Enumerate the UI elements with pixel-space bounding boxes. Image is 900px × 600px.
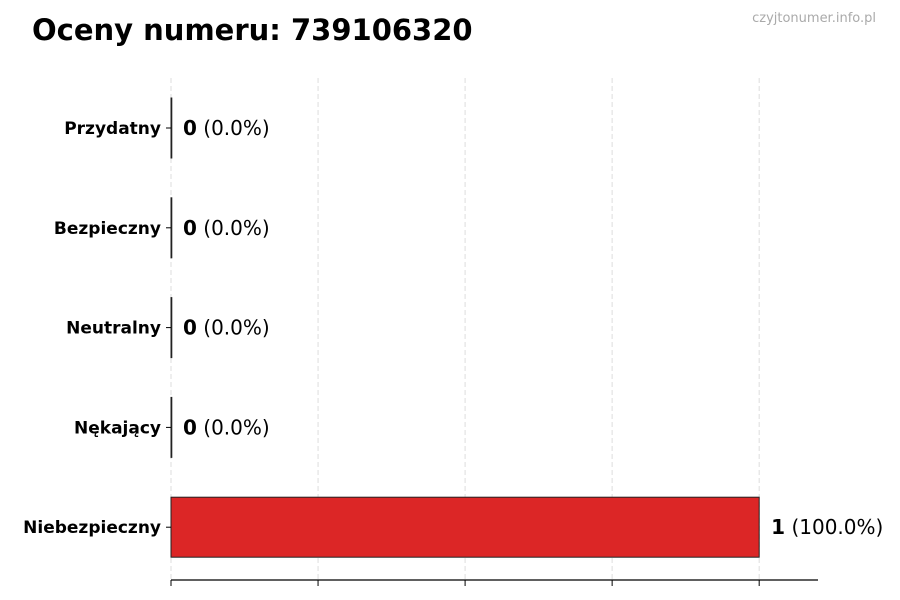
bar [170,97,173,159]
category-label: Bezpieczny [54,219,161,239]
bar [170,297,173,359]
data-label: 0 (0.0%) [183,216,270,240]
bar [170,496,760,558]
data-label: 0 (0.0%) [183,316,270,340]
data-label: 0 (0.0%) [183,116,270,140]
chart-title: Oceny numeru: 739106320 [32,13,473,47]
data-label: 0 (0.0%) [183,415,270,439]
bar [170,197,173,259]
category-label: Nękający [74,418,161,438]
category-label: Niebezpieczny [23,518,161,538]
watermark: czyjtonumer.info.pl [752,11,876,26]
data-label: 1 (100.0%) [771,515,883,539]
bar [170,396,173,458]
category-label: Przydatny [64,119,161,139]
category-label: Neutralny [66,319,161,339]
